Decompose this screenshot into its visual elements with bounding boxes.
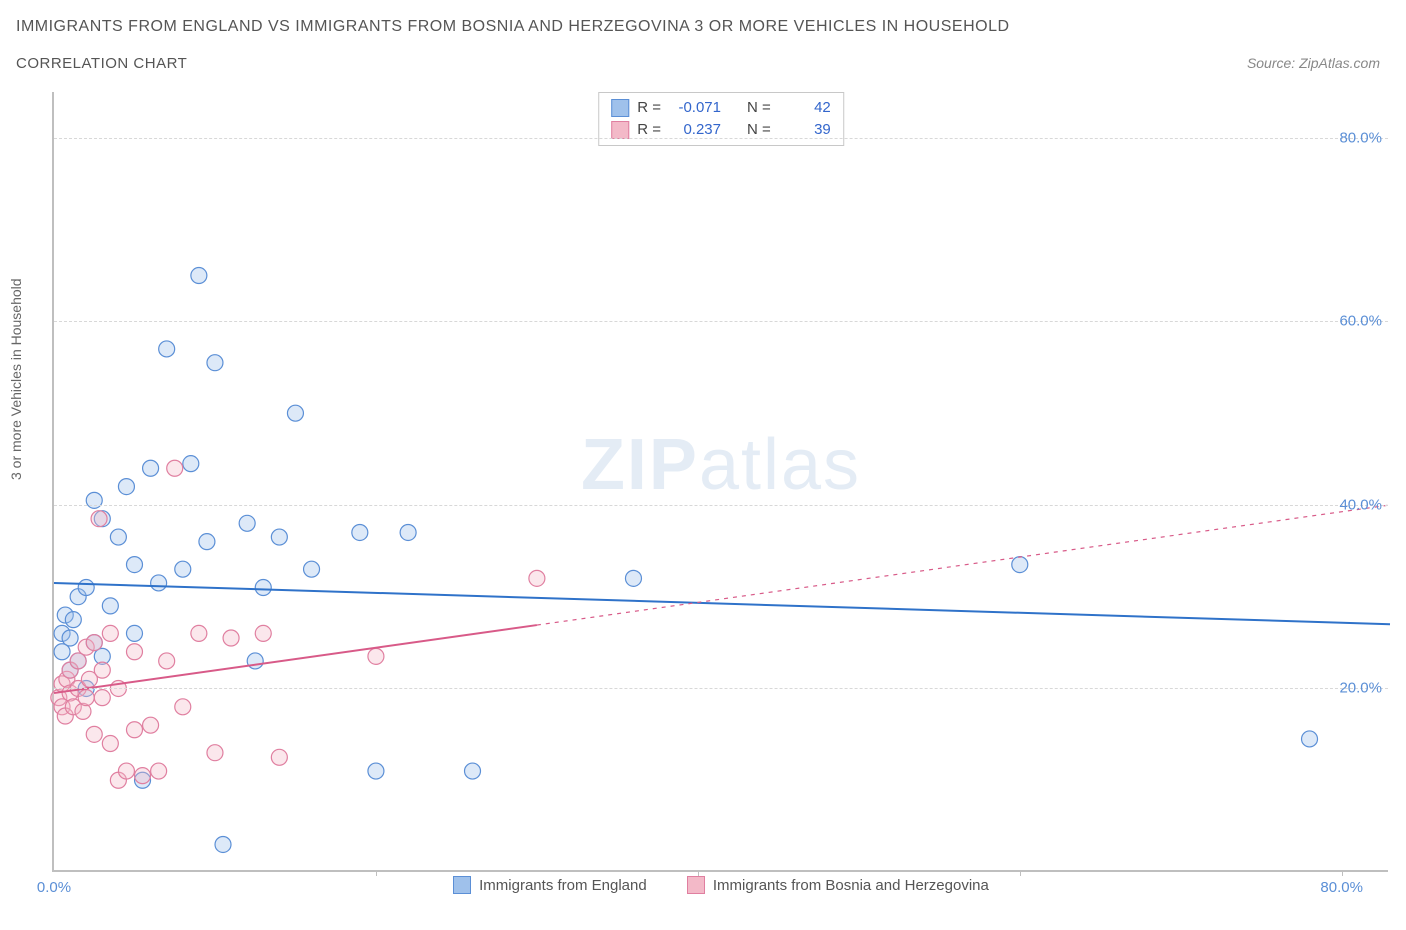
data-point-england <box>625 570 641 586</box>
data-point-england <box>183 456 199 472</box>
data-point-england <box>191 268 207 284</box>
data-point-bosnia <box>151 763 167 779</box>
legend-item-england: Immigrants from England <box>453 876 647 894</box>
data-point-england <box>65 612 81 628</box>
data-point-england <box>110 529 126 545</box>
data-point-bosnia <box>102 625 118 641</box>
legend-item-bosnia: Immigrants from Bosnia and Herzegovina <box>687 876 989 894</box>
data-point-england <box>78 580 94 596</box>
data-point-england <box>368 763 384 779</box>
data-point-bosnia <box>91 511 107 527</box>
gridline-y <box>54 505 1388 506</box>
n-value-england: 42 <box>783 97 831 119</box>
data-point-bosnia <box>529 570 545 586</box>
data-point-england <box>1012 557 1028 573</box>
data-point-bosnia <box>175 699 191 715</box>
chart-title-line2: CORRELATION CHART <box>16 55 187 72</box>
r-value-england: -0.071 <box>673 97 721 119</box>
data-point-bosnia <box>126 644 142 660</box>
gridline-y <box>54 321 1388 322</box>
data-point-england <box>215 836 231 852</box>
data-point-england <box>102 598 118 614</box>
series-legend: Immigrants from England Immigrants from … <box>54 876 1388 898</box>
data-point-england <box>86 492 102 508</box>
data-point-bosnia <box>78 690 94 706</box>
x-tick-label: 0.0% <box>37 879 71 896</box>
legend-label-england: Immigrants from England <box>479 877 647 894</box>
chart-title-line1: IMMIGRANTS FROM ENGLAND VS IMMIGRANTS FR… <box>16 18 1010 36</box>
data-point-bosnia <box>159 653 175 669</box>
swatch-bosnia <box>611 121 629 139</box>
swatch-bosnia-bottom <box>687 876 705 894</box>
swatch-england-bottom <box>453 876 471 894</box>
data-point-england <box>151 575 167 591</box>
data-point-england <box>352 524 368 540</box>
swatch-england <box>611 99 629 117</box>
r-label: R = <box>637 97 661 119</box>
data-point-england <box>465 763 481 779</box>
x-tick-mark <box>376 870 377 876</box>
data-point-bosnia <box>94 662 110 678</box>
chart-container: IMMIGRANTS FROM ENGLAND VS IMMIGRANTS FR… <box>0 0 1406 930</box>
gridline-y <box>54 138 1388 139</box>
y-tick-label: 20.0% <box>1339 680 1382 697</box>
data-point-bosnia <box>191 625 207 641</box>
data-point-england <box>287 405 303 421</box>
data-point-england <box>126 557 142 573</box>
data-point-england <box>199 534 215 550</box>
data-point-england <box>255 580 271 596</box>
data-point-england <box>271 529 287 545</box>
gridline-y <box>54 688 1388 689</box>
data-point-england <box>304 561 320 577</box>
x-tick-label: 80.0% <box>1320 879 1363 896</box>
data-point-england <box>247 653 263 669</box>
data-point-england <box>143 460 159 476</box>
data-point-bosnia <box>143 717 159 733</box>
source-attribution: Source: ZipAtlas.com <box>1247 55 1380 71</box>
data-point-england <box>239 515 255 531</box>
data-point-england <box>175 561 191 577</box>
data-point-england <box>207 355 223 371</box>
data-point-bosnia <box>126 722 142 738</box>
data-point-bosnia <box>118 763 134 779</box>
data-point-england <box>118 479 134 495</box>
data-point-bosnia <box>86 726 102 742</box>
data-point-bosnia <box>102 736 118 752</box>
data-point-bosnia <box>255 625 271 641</box>
data-point-bosnia <box>86 635 102 651</box>
data-point-bosnia <box>368 648 384 664</box>
x-tick-mark <box>1020 870 1021 876</box>
data-point-bosnia <box>271 749 287 765</box>
y-axis-label: 3 or more Vehicles in Household <box>8 278 24 480</box>
legend-label-bosnia: Immigrants from Bosnia and Herzegovina <box>713 877 989 894</box>
x-tick-mark <box>698 870 699 876</box>
data-point-england <box>159 341 175 357</box>
data-point-england <box>62 630 78 646</box>
n-label: N = <box>747 97 771 119</box>
plot-area: ZIPatlas R = -0.071 N = 42 R = 0.237 N =… <box>52 92 1388 872</box>
data-point-england <box>1302 731 1318 747</box>
data-point-bosnia <box>223 630 239 646</box>
data-point-england <box>400 524 416 540</box>
y-tick-label: 40.0% <box>1339 496 1382 513</box>
trend-line-bosnia-extrapolated <box>537 505 1390 625</box>
data-point-bosnia <box>167 460 183 476</box>
trend-line-england <box>54 583 1390 624</box>
y-tick-label: 80.0% <box>1339 129 1382 146</box>
data-point-bosnia <box>94 690 110 706</box>
data-point-bosnia <box>135 768 151 784</box>
data-point-bosnia <box>207 745 223 761</box>
y-tick-label: 60.0% <box>1339 313 1382 330</box>
data-point-england <box>126 625 142 641</box>
legend-row-england: R = -0.071 N = 42 <box>611 97 831 119</box>
chart-svg <box>54 92 1388 870</box>
x-tick-mark <box>1342 870 1343 876</box>
